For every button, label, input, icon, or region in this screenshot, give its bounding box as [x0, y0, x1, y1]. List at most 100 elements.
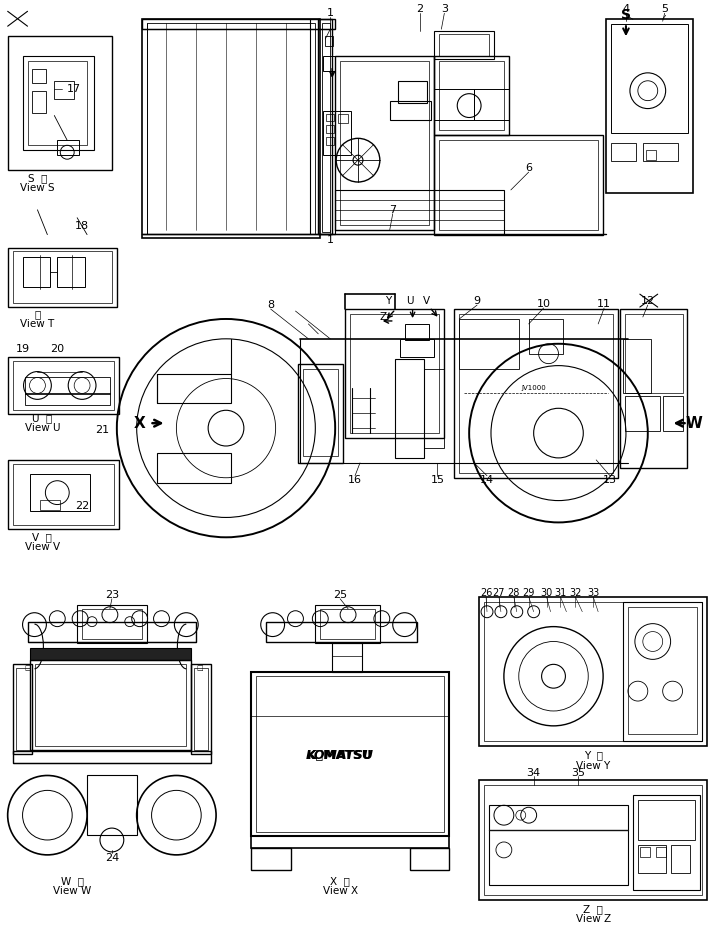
- Bar: [606, 19, 693, 193]
- Text: 16: 16: [348, 475, 362, 484]
- Bar: [157, 453, 231, 482]
- Text: X: X: [134, 416, 145, 431]
- Bar: [13, 252, 112, 303]
- Bar: [13, 597, 221, 860]
- Bar: [326, 114, 334, 121]
- Bar: [611, 144, 636, 161]
- Bar: [489, 806, 628, 884]
- Bar: [633, 795, 700, 890]
- Text: 22: 22: [75, 501, 90, 510]
- Text: View X: View X: [323, 885, 358, 895]
- Bar: [27, 61, 87, 145]
- Bar: [323, 110, 351, 156]
- Bar: [82, 608, 142, 639]
- Bar: [611, 24, 689, 133]
- Text: KOMATSU: KOMATSU: [306, 749, 374, 762]
- Bar: [299, 364, 343, 463]
- Bar: [335, 56, 435, 230]
- Bar: [623, 602, 702, 741]
- Text: JV1000: JV1000: [521, 385, 546, 392]
- Text: 12: 12: [641, 296, 655, 307]
- Text: U: U: [406, 296, 413, 307]
- Bar: [40, 500, 60, 509]
- Text: 6: 6: [526, 163, 532, 173]
- Text: 11: 11: [597, 299, 611, 309]
- Bar: [459, 319, 519, 369]
- Bar: [671, 845, 690, 872]
- Text: 31: 31: [554, 588, 566, 598]
- Text: View T: View T: [20, 319, 54, 329]
- Bar: [440, 61, 504, 131]
- Bar: [323, 56, 335, 71]
- Bar: [628, 607, 697, 733]
- Text: U  視: U 視: [32, 413, 52, 423]
- Bar: [54, 81, 74, 99]
- Bar: [36, 664, 186, 745]
- Bar: [405, 324, 430, 340]
- Bar: [397, 81, 427, 103]
- Text: Z: Z: [379, 312, 387, 322]
- Text: 32: 32: [569, 588, 581, 598]
- Bar: [315, 605, 379, 643]
- Bar: [425, 369, 445, 448]
- Text: 19: 19: [16, 344, 29, 354]
- Bar: [325, 36, 333, 46]
- Bar: [435, 89, 474, 120]
- Bar: [157, 373, 231, 404]
- Text: 34: 34: [526, 768, 541, 778]
- Text: 30: 30: [541, 588, 553, 598]
- Text: S  視: S 視: [28, 173, 47, 183]
- Bar: [625, 314, 682, 394]
- Bar: [251, 836, 450, 848]
- Text: 26: 26: [480, 588, 492, 598]
- Bar: [142, 19, 320, 238]
- Text: 2: 2: [416, 5, 423, 14]
- Text: View Z: View Z: [576, 914, 611, 924]
- Bar: [8, 357, 119, 414]
- Text: 15: 15: [430, 475, 445, 484]
- Text: 視: 視: [34, 309, 41, 319]
- Bar: [332, 643, 362, 672]
- Bar: [410, 848, 450, 870]
- Bar: [13, 664, 32, 754]
- Text: View W: View W: [53, 885, 92, 895]
- Bar: [304, 369, 338, 456]
- Bar: [479, 781, 707, 899]
- Bar: [459, 314, 613, 473]
- Bar: [338, 114, 348, 123]
- Text: 9: 9: [473, 296, 480, 307]
- Text: W  視: W 視: [61, 876, 84, 885]
- Bar: [345, 309, 445, 438]
- Bar: [8, 460, 119, 530]
- Bar: [319, 19, 332, 233]
- Bar: [251, 848, 291, 870]
- Bar: [638, 800, 695, 840]
- Bar: [326, 125, 334, 133]
- Bar: [142, 19, 335, 30]
- Bar: [23, 257, 50, 287]
- Bar: [435, 56, 509, 135]
- Text: 14: 14: [480, 475, 494, 484]
- Bar: [350, 314, 440, 433]
- Text: 21: 21: [95, 425, 109, 435]
- Bar: [454, 309, 618, 478]
- Bar: [24, 377, 110, 394]
- Bar: [147, 23, 315, 233]
- Text: 29: 29: [523, 588, 535, 598]
- Bar: [620, 309, 687, 468]
- Bar: [440, 141, 598, 230]
- Bar: [643, 144, 677, 161]
- Bar: [395, 358, 425, 458]
- Bar: [13, 360, 114, 410]
- Text: S: S: [621, 8, 631, 22]
- Text: Y: Y: [384, 296, 391, 307]
- Bar: [32, 91, 47, 113]
- Bar: [266, 621, 417, 642]
- Text: 1: 1: [326, 8, 334, 19]
- Text: X  視: X 視: [330, 876, 350, 885]
- Bar: [251, 672, 450, 836]
- Text: 1: 1: [326, 234, 334, 244]
- Text: □: □: [196, 665, 203, 671]
- Bar: [640, 847, 650, 857]
- Text: 13: 13: [603, 475, 617, 484]
